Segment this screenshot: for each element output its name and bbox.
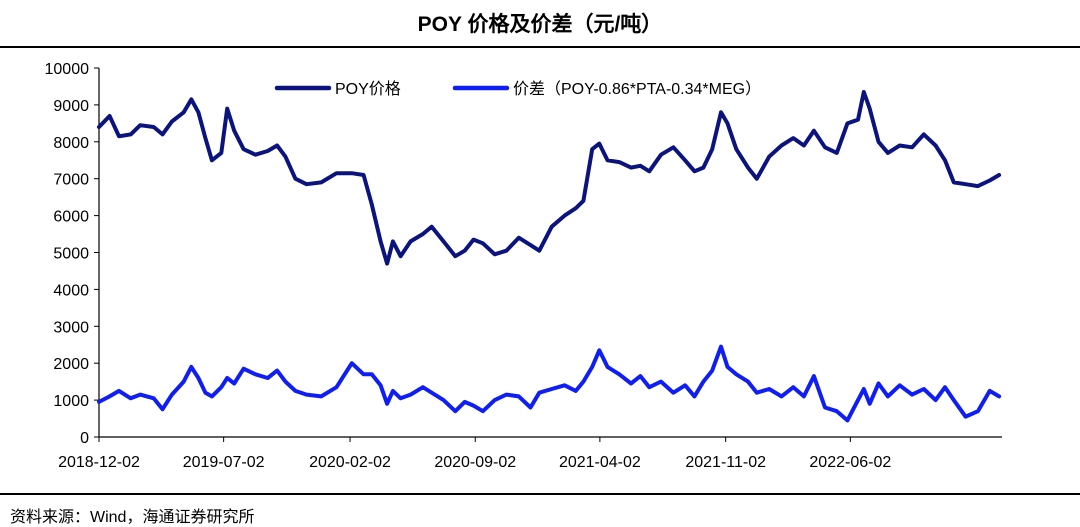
y-tick-label: 2000 <box>53 356 89 373</box>
y-tick-label: 3000 <box>53 319 89 336</box>
x-tick-label: 2019-07-02 <box>183 454 265 471</box>
y-tick-label: 10000 <box>45 61 90 78</box>
legend-label: 价差（POY-0.86*PTA-0.34*MEG） <box>513 80 761 98</box>
y-tick-label: 0 <box>80 430 89 447</box>
x-tick-label: 2021-04-02 <box>559 454 641 471</box>
series-line-poy-price <box>97 90 1002 266</box>
x-tick-label: 2022-06-02 <box>809 454 891 471</box>
legend-label: POY价格 <box>335 80 401 98</box>
source-note: 资料来源：Wind，海通证券研究所 <box>10 509 255 526</box>
x-tick-label: 2018-12-02 <box>58 454 140 471</box>
title-divider <box>0 46 1080 48</box>
y-tick-label: 7000 <box>53 172 89 189</box>
legend: POY价格 价差（POY-0.86*PTA-0.34*MEG） <box>274 80 761 98</box>
axes-layer: 0 1000 2000 3000 4000 5000 6000 7000 8000 9000 100… <box>45 61 1002 471</box>
y-tick-label: 6000 <box>53 209 89 226</box>
y-tick-label: 9000 <box>53 98 89 115</box>
y-tick-label: 8000 <box>53 135 89 152</box>
x-tick-label: 2020-02-02 <box>309 454 391 471</box>
y-tick-label: 4000 <box>53 282 89 299</box>
y-tick-label: 1000 <box>53 393 89 410</box>
x-tick-label: 2021-11-02 <box>685 454 766 471</box>
x-tick-label: 2020-09-02 <box>434 454 516 471</box>
series-line-price-spread <box>97 344 1002 423</box>
series-layer <box>97 90 1002 423</box>
footer-divider <box>0 493 1080 495</box>
chart-title: POY 价格及价差（元/吨） <box>417 13 663 36</box>
y-tick-label: 5000 <box>53 246 89 263</box>
